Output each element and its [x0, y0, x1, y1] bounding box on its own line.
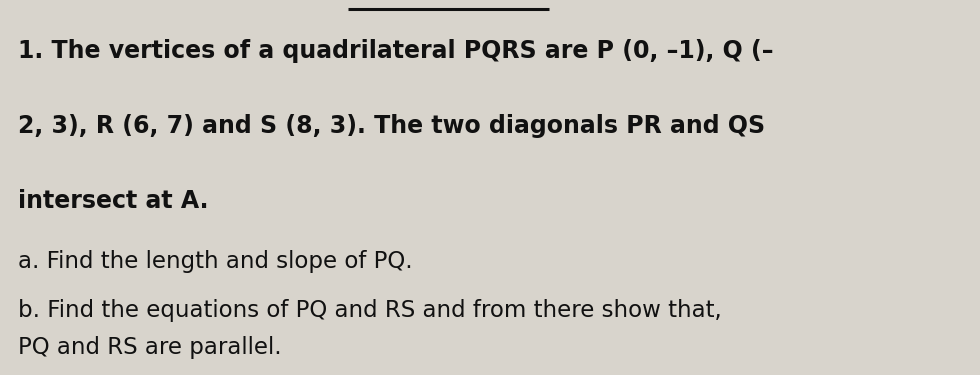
Text: intersect at A.: intersect at A. [18, 189, 208, 213]
Text: PQ and RS are parallel.: PQ and RS are parallel. [18, 336, 281, 359]
Text: a. Find the length and slope of PQ.: a. Find the length and slope of PQ. [18, 250, 413, 273]
Text: 1. The vertices of a quadrilateral PQRS are P (0, –1), Q (–: 1. The vertices of a quadrilateral PQRS … [18, 39, 773, 63]
Text: b. Find the equations of PQ and RS and from there show that,: b. Find the equations of PQ and RS and f… [18, 299, 721, 322]
Text: 2, 3), R (6, 7) and S (8, 3). The two diagonals PR and QS: 2, 3), R (6, 7) and S (8, 3). The two di… [18, 114, 764, 138]
